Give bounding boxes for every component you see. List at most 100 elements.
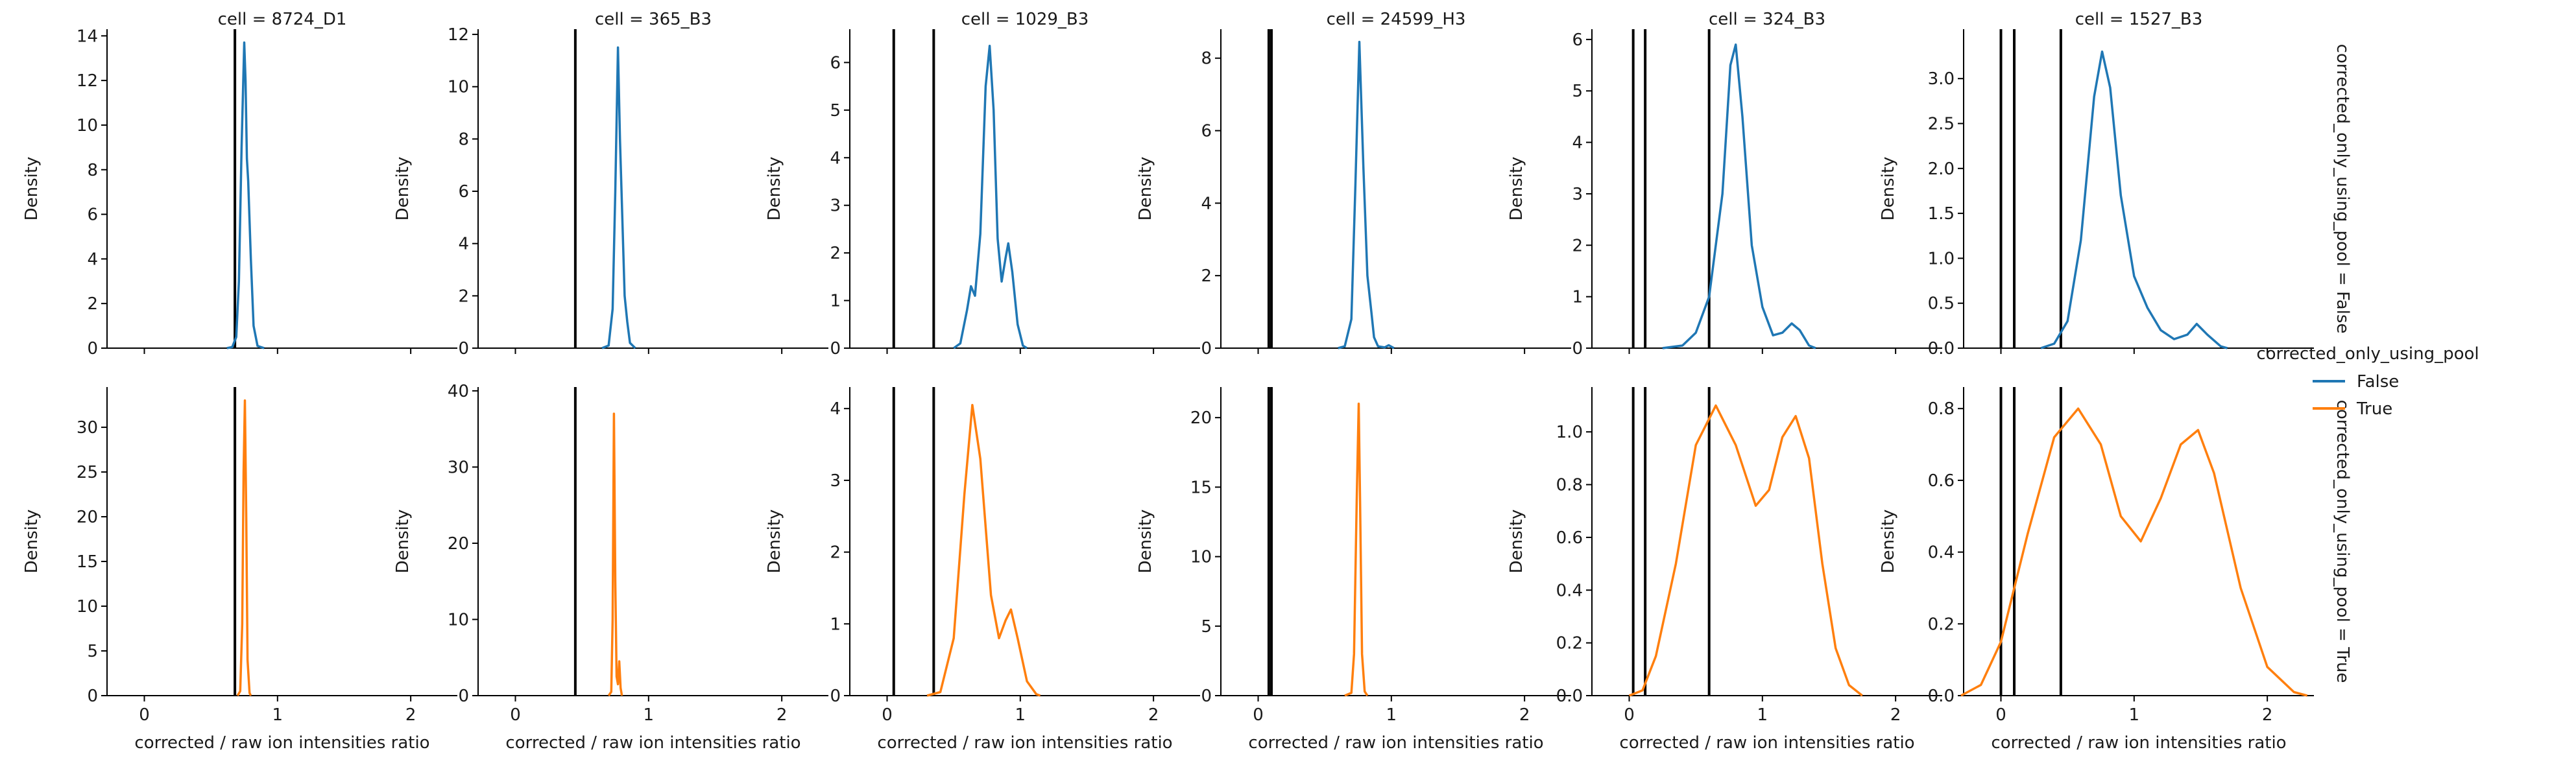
y-tick-label: 3 (830, 471, 841, 491)
y-tick-label: 1.5 (1928, 204, 1955, 224)
facet-panel-r1-c4: 0.0 0.2 0.4 0.6 0.8 1.0 0 1 2 Density corrected / … (1507, 387, 1942, 753)
y-tick-label: 0.6 (1928, 471, 1955, 491)
density-curve-true (1628, 404, 1863, 697)
facet-panel-r0-c3: 0 2 4 6 8 Density cell = 24599_H3 (1136, 10, 1571, 359)
x-tick-label: 2 (776, 705, 788, 725)
y-axis-label: Density (393, 510, 413, 574)
y-tick-label: 1 (1572, 288, 1583, 307)
y-tick-label: 0.0 (1928, 687, 1955, 706)
y-tick-label: 30 (448, 458, 469, 477)
y-tick-label: 2 (87, 294, 98, 314)
density-curve-false (2040, 50, 2228, 349)
facet-panel-r0-c2: 0 1 2 3 4 5 6 Density cell = 1029_B3 (765, 10, 1200, 359)
x-axis-label: corrected / raw ion intensities ratio (134, 733, 429, 753)
column-title: cell = 8724_D1 (218, 10, 347, 29)
x-tick-label: 2 (405, 705, 416, 725)
row-label: corrected_only_using_pool = False (2333, 44, 2352, 334)
y-tick-label: 6 (87, 206, 98, 225)
y-tick-label: 2 (1201, 266, 1212, 286)
y-tick-label: 6 (458, 182, 469, 202)
x-tick-label: 0 (1253, 705, 1264, 725)
y-axis-label: Density (1136, 157, 1155, 221)
y-tick-label: 20 (448, 534, 469, 554)
y-tick-label: 0.0 (1928, 339, 1955, 359)
x-tick-label: 1 (1757, 705, 1768, 725)
y-tick-label: 6 (1201, 122, 1212, 141)
y-tick-label: 10 (1190, 548, 1212, 567)
y-tick-label: 20 (77, 508, 98, 527)
y-tick-label: 15 (1190, 478, 1212, 497)
y-tick-label: 2.0 (1928, 159, 1955, 179)
y-tick-label: 0 (1572, 339, 1583, 359)
density-curve-true (607, 412, 623, 696)
facet-panel-r0-c4: 0 1 2 3 4 5 6 Density cell = 324_B3 (1507, 10, 1942, 359)
y-tick-label: 0.0 (1556, 687, 1583, 706)
x-tick-label: 2 (1890, 705, 1901, 725)
x-axis-label: corrected / raw ion intensities ratio (877, 733, 1172, 753)
column-title: cell = 1527_B3 (2075, 10, 2203, 29)
facet-panel-r1-c1: 0 10 20 30 40 0 1 2 Density corrected / raw ion i… (393, 382, 828, 753)
y-tick-label: 4 (830, 148, 841, 168)
y-tick-label: 0.6 (1556, 528, 1583, 548)
y-tick-label: 0 (1201, 687, 1212, 706)
x-tick-label: 0 (1624, 705, 1635, 725)
legend-title: corrected_only_using_pool (2256, 344, 2479, 364)
y-tick-label: 0 (458, 687, 469, 706)
density-curve-false (1338, 40, 1395, 349)
x-tick-label: 0 (1995, 705, 2006, 725)
y-tick-label: 4 (458, 235, 469, 254)
x-tick-label: 0 (510, 705, 521, 725)
x-axis-label: corrected / raw ion intensities ratio (1619, 733, 1914, 753)
x-tick-label: 2 (1148, 705, 1159, 725)
y-tick-label: 20 (1190, 408, 1212, 428)
y-axis-label: Density (22, 510, 42, 574)
y-tick-label: 0.2 (1928, 615, 1955, 634)
facet-panel-r0-c1: 0 2 4 6 8 10 12 Density cell = 365_B3 (393, 10, 828, 359)
density-curve-true (926, 403, 1041, 697)
density-curve-true (1344, 402, 1369, 697)
legend-label-false: False (2357, 372, 2399, 392)
y-tick-label: 0 (87, 687, 98, 706)
density-curve-true (236, 399, 252, 696)
y-tick-label: 0 (830, 687, 841, 706)
y-tick-label: 0.4 (1928, 543, 1955, 563)
y-tick-label: 0 (1201, 339, 1212, 359)
y-tick-label: 2 (830, 543, 841, 563)
y-axis-label: Density (1879, 510, 1898, 574)
y-tick-label: 8 (1201, 49, 1212, 69)
x-tick-label: 2 (2262, 705, 2273, 725)
facet-panel-r1-c2: 0 1 2 3 4 0 1 2 Density corrected / raw ion inten… (765, 387, 1200, 753)
facet-panel-r1-c5: 0.0 0.2 0.4 0.6 0.8 0 1 2 Density corrected / raw… (1879, 387, 2352, 753)
y-axis-label: Density (1507, 157, 1526, 221)
y-tick-label: 6 (1572, 30, 1583, 50)
y-axis-label: Density (1507, 510, 1526, 574)
x-tick-label: 1 (2129, 705, 2140, 725)
y-axis-label: Density (765, 157, 784, 221)
y-tick-label: 0 (87, 339, 98, 359)
y-tick-label: 2 (1572, 236, 1583, 255)
x-axis-label: corrected / raw ion intensities ratio (1991, 733, 2286, 753)
y-tick-label: 6 (830, 53, 841, 73)
facet-panel-r0-c5: 0.0 0.5 1.0 1.5 2.0 2.5 3.0 Density cell = 1527_… (1879, 10, 2352, 359)
y-axis-label: Density (393, 157, 413, 221)
y-tick-label: 40 (448, 382, 469, 401)
column-title: cell = 365_B3 (595, 10, 712, 29)
y-tick-label: 4 (87, 250, 98, 269)
y-tick-label: 0.5 (1928, 294, 1955, 314)
y-tick-label: 4 (1572, 134, 1583, 153)
y-tick-label: 10 (448, 610, 469, 630)
y-tick-label: 3 (1572, 185, 1583, 204)
density-curve-false (1662, 43, 1816, 349)
y-tick-label: 10 (77, 116, 98, 135)
y-tick-label: 8 (458, 130, 469, 149)
y-tick-label: 0 (458, 339, 469, 359)
y-tick-label: 2 (458, 287, 469, 306)
y-axis-label: Density (22, 157, 42, 221)
y-tick-label: 8 (87, 161, 98, 180)
legend: corrected_only_using_pool False True (2256, 344, 2479, 419)
facet-panel-r0-c0: 0 2 4 6 8 10 12 14 Density cell = 8724_D1 (22, 10, 457, 359)
x-tick-label: 1 (272, 705, 283, 725)
y-tick-label: 14 (77, 27, 98, 46)
y-tick-label: 0.2 (1556, 634, 1583, 653)
y-tick-label: 0.8 (1556, 476, 1583, 495)
